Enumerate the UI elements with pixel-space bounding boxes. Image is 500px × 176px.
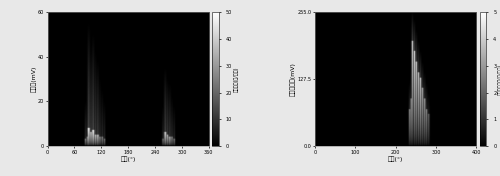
Y-axis label: 光电融合量(mV): 光电融合量(mV) (290, 62, 296, 96)
Y-axis label: 光电融合次数(次/周期): 光电融合次数(次/周期) (498, 64, 500, 95)
X-axis label: 相位(°): 相位(°) (388, 156, 403, 162)
Y-axis label: 放电次数(次/周期): 放电次数(次/周期) (234, 67, 238, 92)
Y-axis label: 放电量(mV): 放电量(mV) (31, 66, 36, 92)
X-axis label: 相位(°): 相位(°) (120, 156, 136, 162)
